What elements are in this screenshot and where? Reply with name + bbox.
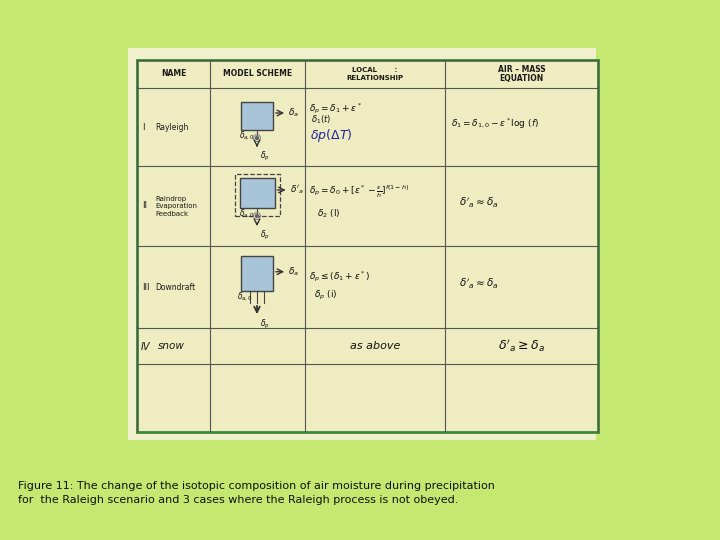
- Text: $\delta_p$: $\delta_p$: [260, 318, 270, 331]
- Text: $\delta_p$ (i): $\delta_p$ (i): [314, 288, 338, 301]
- Text: IV: IV: [141, 342, 150, 352]
- Text: $\delta'_a \approx \delta_a$: $\delta'_a \approx \delta_a$: [459, 277, 498, 291]
- Text: $\delta_{a,0}$: $\delta_{a,0}$: [239, 208, 255, 220]
- Text: I: I: [142, 123, 145, 132]
- Circle shape: [256, 137, 258, 139]
- Text: Raindrop
Evaporation
Feedback: Raindrop Evaporation Feedback: [155, 195, 197, 217]
- Text: $\delta_{a,0}$: $\delta_{a,0}$: [239, 130, 255, 142]
- Text: Rayleigh: Rayleigh: [155, 123, 189, 132]
- Text: EQUATION: EQUATION: [500, 73, 544, 83]
- Text: LOCAL       :: LOCAL :: [352, 67, 397, 73]
- Text: $\delta_a$: $\delta_a$: [288, 107, 299, 119]
- Text: III: III: [142, 282, 150, 292]
- Text: $\delta'_a \geq \delta_a$: $\delta'_a \geq \delta_a$: [498, 338, 545, 354]
- Text: $\delta p(\Delta T)$: $\delta p(\Delta T)$: [310, 126, 353, 144]
- Text: Figure 11: The change of the isotopic composition of air moisture during precipi: Figure 11: The change of the isotopic co…: [18, 481, 495, 491]
- Text: $\delta'_a \approx \delta_a$: $\delta'_a \approx \delta_a$: [459, 196, 498, 210]
- Text: $\delta_p = \delta_0 + [\varepsilon^* - \frac{\varepsilon}{h}]^{f(1-h)}$: $\delta_p = \delta_0 + [\varepsilon^* - …: [309, 184, 410, 200]
- Text: AIR – MASS: AIR – MASS: [498, 65, 545, 75]
- Text: $\delta_p = \delta_1 + \varepsilon^*$: $\delta_p = \delta_1 + \varepsilon^*$: [309, 102, 362, 116]
- Bar: [241, 102, 273, 130]
- Text: Downdraft: Downdraft: [155, 282, 195, 292]
- Text: NAME: NAME: [161, 70, 186, 78]
- Text: as above: as above: [350, 341, 400, 351]
- Bar: [235, 174, 279, 216]
- Text: for  the Raleigh scenario and 3 cases where the Raleigh process is not obeyed.: for the Raleigh scenario and 3 cases whe…: [18, 495, 459, 505]
- Text: $\delta_p$: $\delta_p$: [260, 150, 270, 163]
- Bar: [241, 256, 273, 291]
- Text: II: II: [142, 201, 147, 211]
- Text: RELATIONSHIP: RELATIONSHIP: [346, 75, 404, 81]
- Text: $\delta_1(t)$: $\delta_1(t)$: [311, 114, 331, 126]
- Text: $\delta_p \leq (\delta_1 + \varepsilon^*)$: $\delta_p \leq (\delta_1 + \varepsilon^*…: [309, 270, 370, 284]
- Text: snow: snow: [158, 341, 185, 351]
- Bar: [128, 48, 596, 440]
- Bar: [240, 178, 274, 208]
- Text: MODEL SCHEME: MODEL SCHEME: [223, 70, 292, 78]
- Bar: [137, 60, 598, 432]
- Text: $\delta_1 = \delta_{1,0} - \varepsilon^* \log\,( f )$: $\delta_1 = \delta_{1,0} - \varepsilon^*…: [451, 117, 539, 131]
- Text: $\delta'_a$: $\delta'_a$: [289, 184, 303, 196]
- Circle shape: [256, 214, 258, 218]
- Text: $\delta_2$ (l): $\delta_2$ (l): [317, 208, 341, 220]
- Text: $\delta_{a,0}$: $\delta_{a,0}$: [237, 291, 253, 303]
- Text: $\delta_p$: $\delta_p$: [260, 229, 270, 242]
- Text: $\delta_a$: $\delta_a$: [288, 266, 299, 278]
